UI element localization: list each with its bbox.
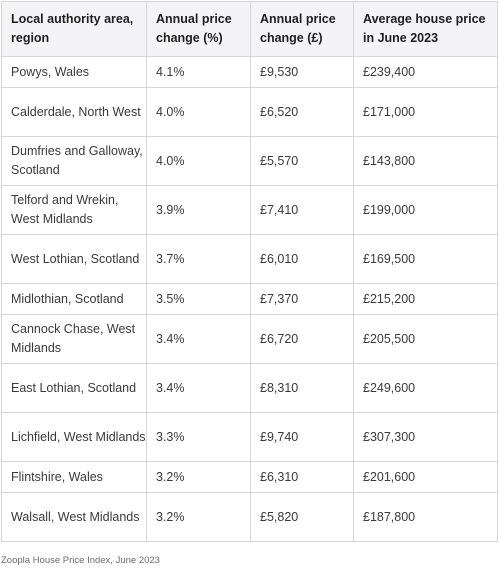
cell-change-pct: 3.3% bbox=[146, 412, 251, 462]
header-avg-price: Average house price in June 2023 bbox=[353, 1, 498, 57]
cell-avg-price: £199,000 bbox=[353, 185, 498, 235]
cell-change-gbp: £6,520 bbox=[250, 87, 354, 137]
cell-avg-price: £143,800 bbox=[353, 136, 498, 186]
cell-avg-price: £307,300 bbox=[353, 412, 498, 462]
cell-change-gbp: £6,310 bbox=[250, 461, 354, 493]
table-row: Flintshire, Wales 3.2% £6,310 £201,600 bbox=[1, 461, 498, 493]
cell-change-pct: 3.4% bbox=[146, 363, 251, 413]
cell-change-pct: 3.7% bbox=[146, 234, 251, 284]
cell-change-pct: 4.1% bbox=[146, 56, 251, 88]
header-row: Local authority area, region Annual pric… bbox=[1, 1, 498, 57]
table-row: Cannock Chase, West Midlands 3.4% £6,720… bbox=[1, 314, 498, 364]
cell-avg-price: £187,800 bbox=[353, 492, 498, 542]
cell-change-gbp: £9,740 bbox=[250, 412, 354, 462]
cell-change-gbp: £7,370 bbox=[250, 283, 354, 315]
table-row: Powys, Wales 4.1% £9,530 £239,400 bbox=[1, 56, 498, 88]
table-row: East Lothian, Scotland 3.4% £8,310 £249,… bbox=[1, 363, 498, 413]
cell-change-gbp: £5,820 bbox=[250, 492, 354, 542]
table-row: West Lothian, Scotland 3.7% £6,010 £169,… bbox=[1, 234, 498, 284]
header-area: Local authority area, region bbox=[1, 1, 147, 57]
cell-area: Lichfield, West Midlands bbox=[1, 412, 147, 462]
table-row: Calderdale, North West 4.0% £6,520 £171,… bbox=[1, 87, 498, 137]
house-price-table: Local authority area, region Annual pric… bbox=[1, 1, 498, 542]
table-row: Dumfries and Galloway, Scotland 4.0% £5,… bbox=[1, 136, 498, 186]
cell-avg-price: £205,500 bbox=[353, 314, 498, 364]
cell-change-pct: 3.2% bbox=[146, 461, 251, 493]
cell-area: Walsall, West Midlands bbox=[1, 492, 147, 542]
header-change-pct: Annual price change (%) bbox=[146, 1, 251, 57]
cell-area: Calderdale, North West bbox=[1, 87, 147, 137]
table-row: Telford and Wrekin, West Midlands 3.9% £… bbox=[1, 185, 498, 235]
table-header: Local authority area, region Annual pric… bbox=[1, 1, 498, 57]
cell-change-gbp: £6,720 bbox=[250, 314, 354, 364]
cell-area: Midlothian, Scotland bbox=[1, 283, 147, 315]
cell-change-gbp: £6,010 bbox=[250, 234, 354, 284]
cell-change-pct: 3.5% bbox=[146, 283, 251, 315]
cell-change-pct: 3.2% bbox=[146, 492, 251, 542]
cell-area: West Lothian, Scotland bbox=[1, 234, 147, 284]
cell-avg-price: £239,400 bbox=[353, 56, 498, 88]
table-row: Midlothian, Scotland 3.5% £7,370 £215,20… bbox=[1, 283, 498, 315]
cell-change-pct: 4.0% bbox=[146, 87, 251, 137]
cell-change-pct: 3.4% bbox=[146, 314, 251, 364]
table-body: Powys, Wales 4.1% £9,530 £239,400 Calder… bbox=[1, 56, 498, 542]
cell-avg-price: £249,600 bbox=[353, 363, 498, 413]
cell-area: Telford and Wrekin, West Midlands bbox=[1, 185, 147, 235]
cell-change-gbp: £9,530 bbox=[250, 56, 354, 88]
cell-change-pct: 4.0% bbox=[146, 136, 251, 186]
table-row: Lichfield, West Midlands 3.3% £9,740 £30… bbox=[1, 412, 498, 462]
table-row: Walsall, West Midlands 3.2% £5,820 £187,… bbox=[1, 492, 498, 542]
cell-avg-price: £169,500 bbox=[353, 234, 498, 284]
cell-area: East Lothian, Scotland bbox=[1, 363, 147, 413]
cell-avg-price: £171,000 bbox=[353, 87, 498, 137]
cell-change-pct: 3.9% bbox=[146, 185, 251, 235]
cell-change-gbp: £7,410 bbox=[250, 185, 354, 235]
header-change-gbp: Annual price change (£) bbox=[250, 1, 354, 57]
cell-area: Flintshire, Wales bbox=[1, 461, 147, 493]
source-caption: Zoopla House Price Index, June 2023 bbox=[1, 555, 160, 566]
cell-avg-price: £215,200 bbox=[353, 283, 498, 315]
cell-avg-price: £201,600 bbox=[353, 461, 498, 493]
cell-area: Cannock Chase, West Midlands bbox=[1, 314, 147, 364]
cell-area: Dumfries and Galloway, Scotland bbox=[1, 136, 147, 186]
cell-change-gbp: £8,310 bbox=[250, 363, 354, 413]
cell-area: Powys, Wales bbox=[1, 56, 147, 88]
cell-change-gbp: £5,570 bbox=[250, 136, 354, 186]
